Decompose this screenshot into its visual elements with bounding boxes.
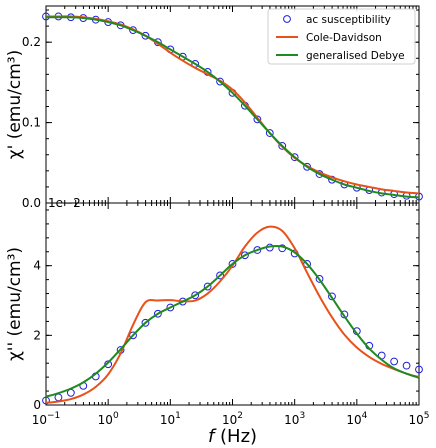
series-line-cole-davidson [45, 225, 420, 404]
legend-box [267, 8, 416, 65]
x-axis-label-symbol: f [208, 426, 217, 447]
legend: ac susceptibility Cole-Davidson generalise… [267, 8, 416, 65]
data-point-ac-susceptibility [315, 275, 324, 283]
x-tick-base: 10 [284, 413, 299, 427]
x-tick-base: 10 [160, 413, 175, 427]
y-tick-label: 0 [33, 398, 41, 412]
x-tick-exponent: −1 [47, 411, 60, 421]
data-point-ac-susceptibility [203, 282, 212, 291]
y-axis-label: χ'' (emu/cm³) [5, 247, 25, 361]
data-point-ac-susceptibility [241, 251, 249, 260]
x-axis-label: f (Hz) [208, 426, 257, 447]
legend-label: Cole-Davidson [306, 32, 382, 44]
data-point-ac-susceptibility [415, 365, 423, 374]
data-point-ac-susceptibility [290, 153, 299, 162]
data-point-ac-susceptibility [390, 357, 399, 366]
data-point-ac-susceptibility [166, 303, 175, 312]
chi-prime-panel: 0.0 0.1 0.2χ' (emu/cm³) ac susceptibility Co… [5, 5, 423, 210]
data-point-ac-susceptibility [328, 292, 336, 301]
data-point-ac-susceptibility [141, 31, 150, 40]
legend-marker-ac-susceptibility [283, 15, 291, 23]
x-tick-label: 101 [160, 411, 181, 427]
x-tick-exponent: 5 [424, 411, 430, 421]
x-tick-label: 100 [98, 411, 119, 427]
x-tick-base: 10 [98, 413, 113, 427]
data-point-ac-susceptibility [216, 271, 224, 280]
series-line-generalised-debye [46, 16, 420, 199]
data-point-ac-susceptibility [402, 361, 411, 370]
data-point-ac-susceptibility [265, 129, 274, 137]
x-tick-base: 10 [32, 413, 47, 427]
y-offset-text: 1e−2 [48, 196, 81, 210]
y-tick-label: 0.2 [22, 35, 41, 49]
plot-frame [45, 202, 420, 406]
y-tick-label: 4 [33, 259, 41, 273]
x-tick-label: 104 [346, 411, 367, 427]
x-tick-exponent: 0 [113, 411, 119, 421]
x-tick-exponent: 2 [237, 411, 243, 421]
data-point-ac-susceptibility [216, 77, 224, 86]
x-tick-exponent: 4 [362, 411, 368, 421]
data-point-ac-susceptibility [104, 360, 113, 369]
legend-label: generalised Debye [306, 50, 405, 62]
x-tick-base: 10 [222, 413, 237, 427]
x-tick-label: 102 [222, 411, 243, 427]
data-point-ac-susceptibility [42, 396, 50, 405]
data-point-ac-susceptibility [253, 246, 262, 254]
x-tick-exponent: 3 [299, 411, 305, 421]
data-point-ac-susceptibility [253, 115, 262, 124]
data-point-ac-susceptibility [154, 309, 162, 318]
y-tick-label: 0.1 [22, 116, 41, 130]
data-point-ac-susceptibility [278, 142, 287, 150]
y-tick-label: 2 [33, 328, 41, 342]
data-point-ac-susceptibility [129, 331, 137, 340]
data-point-ac-susceptibility [191, 291, 200, 300]
x-tick-label: 10−1 [32, 411, 61, 427]
x-tick-label: 105 [408, 411, 429, 427]
x-tick-label: 103 [284, 411, 305, 427]
legend-label: ac susceptibility [306, 14, 391, 26]
x-axis-label-unit: (Hz) [214, 426, 257, 447]
x-tick-exponent: 1 [175, 411, 181, 421]
y-tick-label: 0.0 [22, 196, 41, 210]
x-tick-base: 10 [408, 413, 423, 427]
data-point-ac-susceptibility [141, 318, 150, 327]
y-axis-label: χ' (emu/cm³) [5, 50, 25, 159]
series-line-generalised-debye [45, 244, 420, 398]
data-point-ac-susceptibility [54, 393, 63, 402]
x-tick-base: 10 [346, 413, 361, 427]
